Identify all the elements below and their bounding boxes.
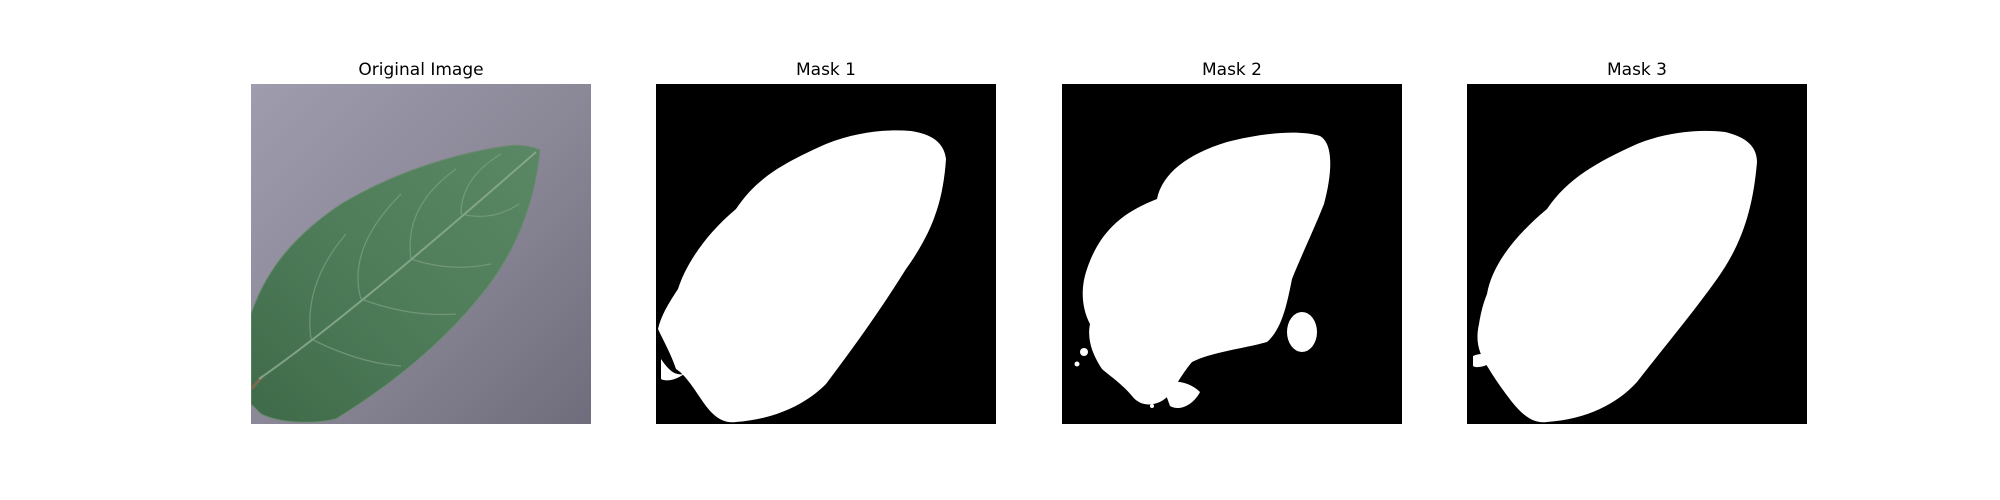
panel-title: Mask 2 [1201, 60, 1262, 80]
mask-3-image [1467, 84, 1807, 424]
panel-title: Mask 1 [795, 60, 856, 80]
panel-title: Mask 3 [1606, 60, 1667, 80]
mask-2-image [1062, 84, 1402, 424]
original-leaf-photo [251, 84, 591, 424]
panel-title: Original Image [358, 60, 484, 80]
mask-1-image [656, 84, 996, 424]
